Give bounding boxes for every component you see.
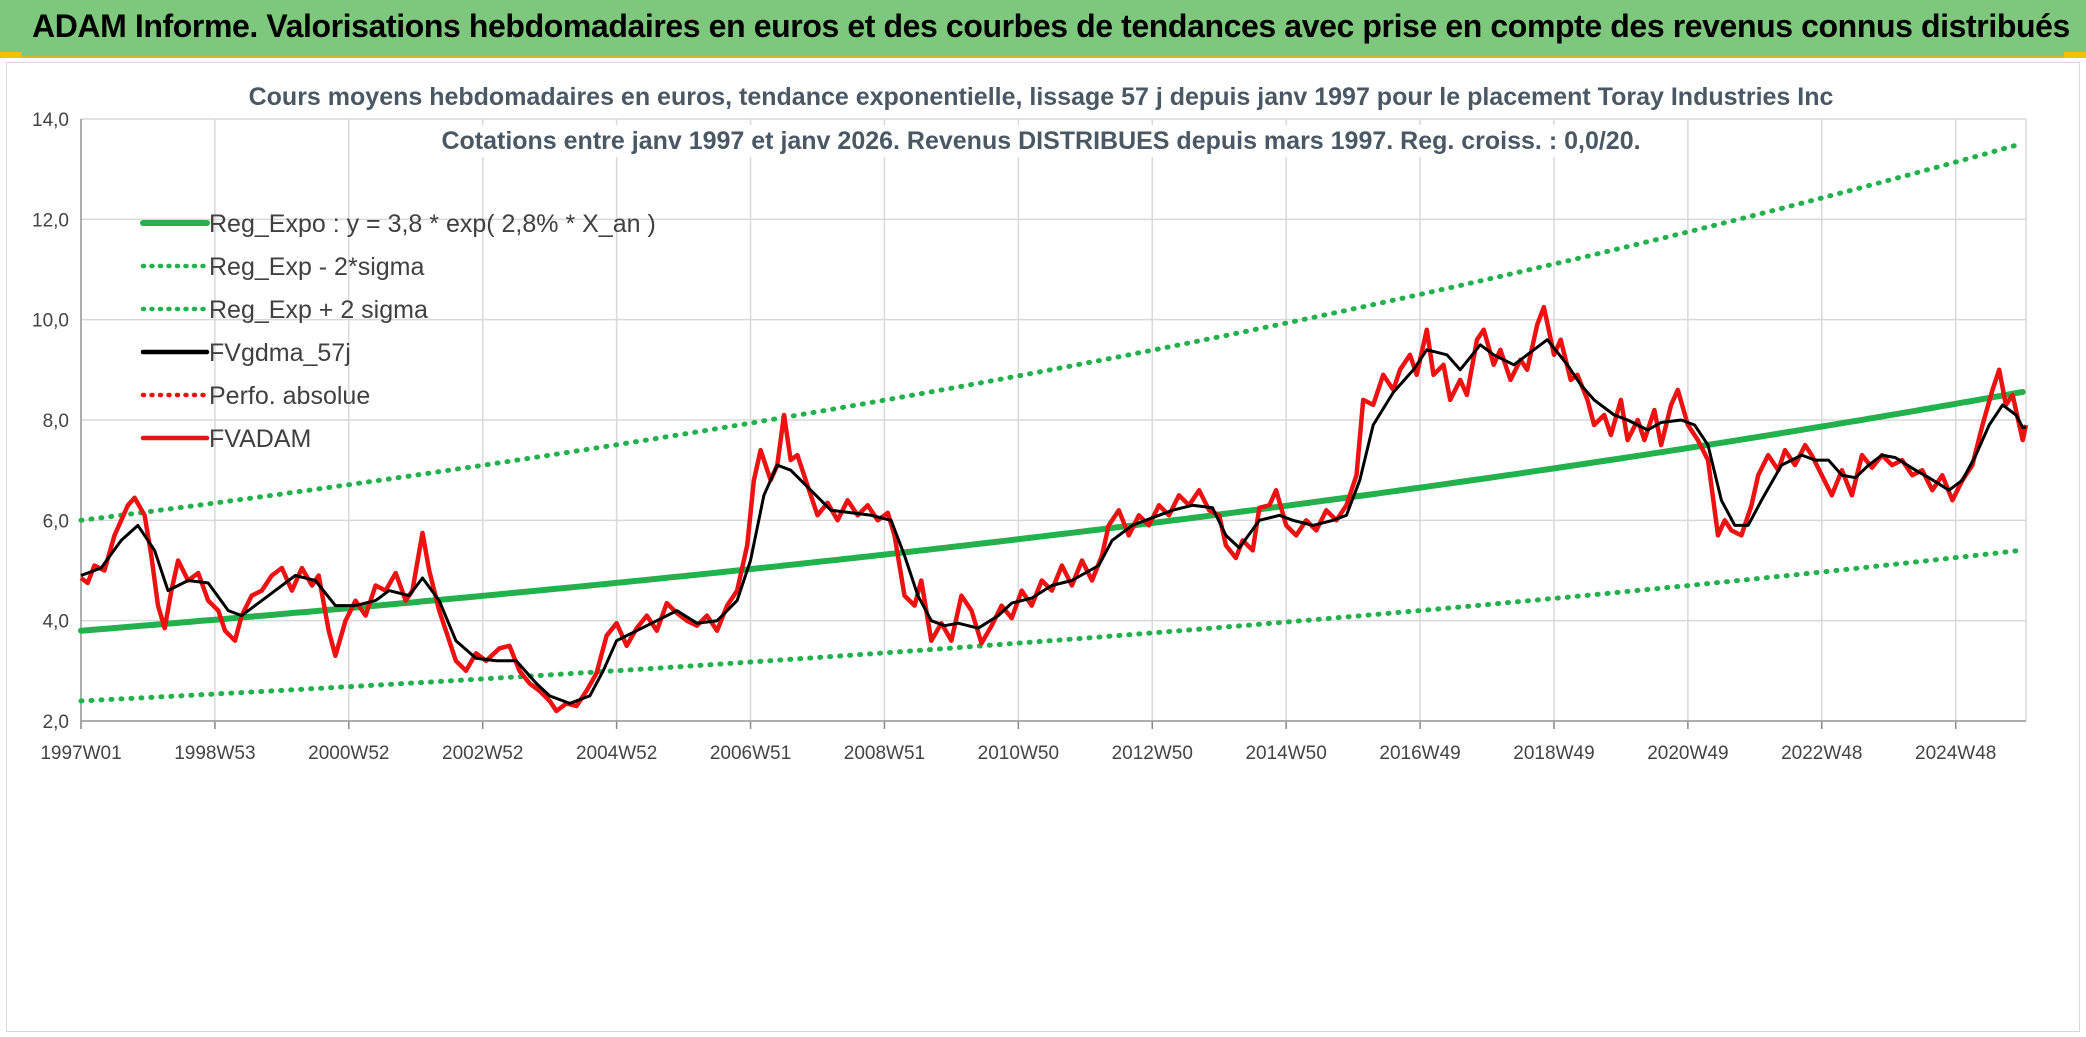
- y-tick-label: 12,0: [32, 210, 69, 231]
- x-tick-label: 2000W52: [308, 743, 389, 764]
- y-tick-label: 8,0: [43, 411, 69, 432]
- x-tick-label: 2006W51: [710, 743, 791, 764]
- upper-band-line: [78, 140, 2026, 523]
- legend-label: FVgdma_57j: [209, 339, 351, 367]
- y-tick-label: 2,0: [43, 712, 69, 733]
- x-tick-label: 2016W49: [1379, 743, 1460, 764]
- y-tick-label: 14,0: [32, 110, 69, 131]
- x-tick-label: 2004W52: [576, 743, 657, 764]
- legend-label: Reg_Exp - 2*sigma: [209, 253, 424, 281]
- legend-label: FVADAM: [209, 425, 311, 453]
- fvadam-line: [79, 304, 2029, 714]
- y-tick-label: 6,0: [43, 511, 69, 532]
- chart-title-line: Cours moyens hebdomadaires en euros, ten…: [249, 83, 1834, 111]
- x-tick-label: 1998W53: [174, 743, 255, 764]
- chart-title-line: Cotations entre janv 1997 et janv 2026. …: [441, 127, 1640, 155]
- x-tick-label: 2014W50: [1245, 743, 1326, 764]
- x-tick-label: 2012W50: [1112, 743, 1193, 764]
- line-chart: 1997W01 1998W53 2000W52 2002W52 2004W52 2006W…: [32, 81, 2029, 764]
- x-tick-label: 1997W01: [40, 743, 121, 764]
- fvgdma-line: [80, 338, 2026, 705]
- chart-title-background: [435, 125, 1647, 157]
- header-corner-right: [2064, 52, 2086, 58]
- lower-band-line: [78, 547, 2026, 704]
- report-header: ADAM Informe. Valorisations hebdomadaire…: [0, 0, 2086, 58]
- y-tick-label: 4,0: [43, 612, 69, 633]
- chart-title-background: [242, 81, 1840, 113]
- x-tick-label: 2024W48: [1915, 743, 1996, 764]
- header-corner-left: [0, 52, 22, 58]
- legend-label: Perfo. absolue: [209, 382, 370, 410]
- report-title: ADAM Informe. Valorisations hebdomadaire…: [32, 8, 2070, 44]
- x-tick-label: 2008W51: [844, 743, 925, 764]
- x-tick-label: 2020W49: [1647, 743, 1728, 764]
- legend-label: Reg_Expo : y = 3,8 * exp( 2,8% * X_an ): [209, 210, 656, 238]
- y-tick-label: 10,0: [32, 311, 69, 332]
- x-tick-label: 2018W49: [1513, 743, 1594, 764]
- x-tick-label: 2002W52: [442, 743, 523, 764]
- chart-area: 1997W01 1998W53 2000W52 2002W52 2004W52 2006W…: [6, 62, 2080, 1032]
- x-tick-label: 2010W50: [978, 743, 1059, 764]
- x-tick-label: 2022W48: [1781, 743, 1862, 764]
- legend-label: Reg_Exp + 2 sigma: [209, 296, 428, 324]
